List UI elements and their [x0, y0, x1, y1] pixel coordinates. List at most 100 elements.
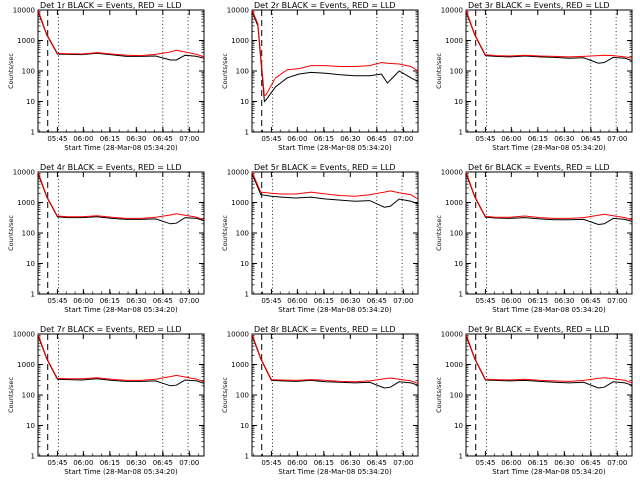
y-tick-label: 10000 — [441, 169, 463, 177]
x-tick-label: 06:15 — [314, 297, 334, 305]
x-tick-label: 06:45 — [581, 135, 601, 143]
plot-frame — [465, 171, 633, 295]
y-tick-label: 1 — [245, 291, 249, 299]
plot-title: Det 8r BLACK = Events, RED = LLD — [254, 325, 396, 334]
y-axis-label: Counts/sec — [221, 377, 229, 413]
y-tick-label: 10000 — [13, 7, 35, 15]
plot-title: Det 5r BLACK = Events, RED = LLD — [254, 163, 396, 172]
y-tick-label: 1 — [31, 129, 35, 137]
y-tick-label: 10 — [454, 98, 463, 106]
series-line-events — [37, 335, 205, 387]
x-tick-label: 06:00 — [73, 135, 93, 143]
y-tick-label: 100 — [236, 230, 249, 238]
y-axis-label: Counts/sec — [435, 215, 443, 251]
x-tick-label: 05:45 — [475, 297, 495, 305]
y-tick-label: 10 — [240, 260, 249, 268]
x-tick-label: 06:15 — [100, 459, 120, 467]
y-tick-label: 10000 — [227, 169, 249, 177]
x-tick-label: 06:45 — [367, 459, 387, 467]
y-tick-label: 10000 — [227, 7, 249, 15]
y-tick-label: 10000 — [13, 169, 35, 177]
y-tick-label: 1 — [245, 453, 249, 461]
y-tick-label: 1000 — [445, 361, 463, 369]
y-tick-label: 10 — [454, 422, 463, 430]
x-tick-label: 06:45 — [153, 459, 173, 467]
x-tick-label: 07:00 — [393, 459, 413, 467]
plot-frame — [37, 333, 205, 457]
x-tick-label: 07:00 — [393, 297, 413, 305]
x-tick-label: 05:45 — [475, 459, 495, 467]
y-tick-label: 10000 — [227, 331, 249, 339]
x-tick-label: 07:00 — [607, 459, 627, 467]
series-line-events — [37, 11, 205, 61]
x-tick-label: 06:00 — [287, 459, 307, 467]
x-tick-label: 06:45 — [581, 297, 601, 305]
y-axis-label: Counts/sec — [7, 377, 15, 413]
y-tick-label: 1000 — [231, 361, 249, 369]
y-tick-label: 1 — [459, 453, 463, 461]
series-line-lld — [251, 9, 419, 98]
plot-frame — [37, 9, 205, 133]
plot-title: Det 7r BLACK = Events, RED = LLD — [40, 325, 182, 334]
detector-plot-8: Det 8r BLACK = Events, RED = LLD 1 10 100 10… — [221, 325, 419, 476]
x-tick-label: 06:45 — [367, 135, 387, 143]
detector-plot-1: Det 1r BLACK = Events, RED = LLD 1 10 100 10… — [7, 1, 205, 152]
y-tick-label: 1000 — [445, 199, 463, 207]
x-tick-label: 06:00 — [287, 135, 307, 143]
x-tick-label: 06:30 — [340, 135, 360, 143]
y-tick-label: 100 — [22, 68, 35, 76]
y-tick-label: 10 — [454, 260, 463, 268]
y-tick-label: 1000 — [17, 37, 35, 45]
plot-frame — [37, 171, 205, 295]
x-axis-label: Start Time (28-Mar-08 05:34:20) — [64, 144, 178, 152]
x-tick-label: 06:15 — [528, 297, 548, 305]
x-axis-label: Start Time (28-Mar-08 05:34:20) — [64, 468, 178, 476]
series-line-lld — [465, 9, 633, 59]
series-line-events — [251, 11, 419, 103]
x-tick-label: 05:45 — [475, 135, 495, 143]
x-tick-label: 06:30 — [554, 135, 574, 143]
x-tick-label: 05:45 — [261, 459, 281, 467]
y-tick-label: 1 — [459, 291, 463, 299]
y-tick-label: 1000 — [231, 199, 249, 207]
y-tick-label: 1 — [245, 129, 249, 137]
x-tick-label: 07:00 — [393, 135, 413, 143]
x-tick-label: 07:00 — [607, 297, 627, 305]
series-line-lld — [251, 171, 419, 200]
plot-title: Det 1r BLACK = Events, RED = LLD — [40, 1, 182, 10]
series-line-events — [251, 173, 419, 208]
y-tick-label: 10000 — [13, 331, 35, 339]
x-axis-label: Start Time (28-Mar-08 05:34:20) — [64, 306, 178, 314]
y-tick-label: 1 — [31, 453, 35, 461]
y-axis-label: Counts/sec — [435, 377, 443, 413]
y-tick-label: 100 — [450, 230, 463, 238]
y-axis-label: Counts/sec — [7, 53, 15, 89]
x-tick-label: 06:30 — [554, 459, 574, 467]
x-axis-label: Start Time (28-Mar-08 05:34:20) — [278, 144, 392, 152]
y-tick-label: 10 — [240, 422, 249, 430]
x-tick-label: 06:45 — [153, 297, 173, 305]
x-tick-label: 06:15 — [314, 459, 334, 467]
series-line-lld — [465, 333, 633, 384]
y-tick-label: 10000 — [441, 7, 463, 15]
series-line-events — [465, 11, 633, 64]
x-tick-label: 07:00 — [179, 135, 199, 143]
x-tick-label: 06:45 — [581, 459, 601, 467]
y-axis-label: Counts/sec — [221, 215, 229, 251]
plot-title: Det 4r BLACK = Events, RED = LLD — [40, 163, 182, 172]
plot-frame — [465, 333, 633, 457]
series-line-lld — [37, 9, 205, 58]
detector-plot-6: Det 6r BLACK = Events, RED = LLD 1 10 100 10… — [435, 163, 633, 314]
y-tick-label: 1000 — [231, 37, 249, 45]
x-tick-label: 05:45 — [47, 297, 67, 305]
series-line-events — [465, 173, 633, 226]
x-tick-label: 05:45 — [47, 135, 67, 143]
y-tick-label: 100 — [22, 230, 35, 238]
x-tick-label: 06:30 — [340, 297, 360, 305]
series-line-lld — [465, 171, 633, 221]
x-tick-label: 06:00 — [73, 297, 93, 305]
y-axis-label: Counts/sec — [221, 53, 229, 89]
x-tick-label: 06:30 — [554, 297, 574, 305]
detector-plot-2: Det 2r BLACK = Events, RED = LLD 1 10 100 10… — [221, 1, 419, 152]
x-tick-label: 05:45 — [261, 135, 281, 143]
